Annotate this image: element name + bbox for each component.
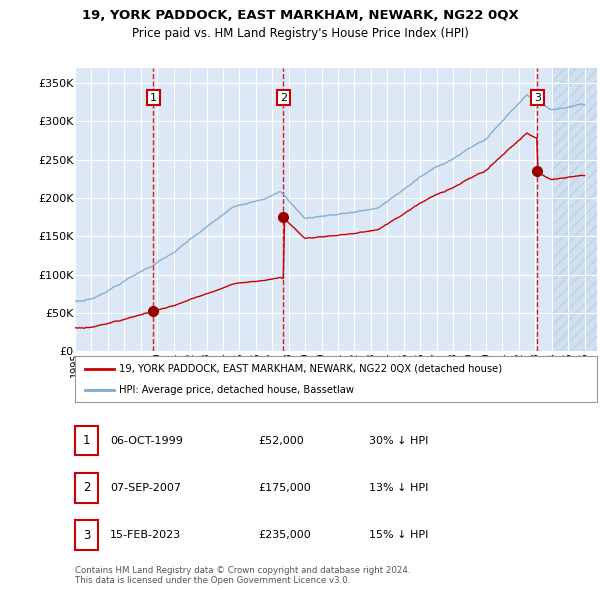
Text: 07-SEP-2007: 07-SEP-2007 <box>110 483 181 493</box>
Text: 06-OCT-1999: 06-OCT-1999 <box>110 436 182 445</box>
Text: 30% ↓ HPI: 30% ↓ HPI <box>369 436 428 445</box>
Bar <box>552 68 597 351</box>
Text: 3: 3 <box>534 93 541 103</box>
Text: 15% ↓ HPI: 15% ↓ HPI <box>369 530 428 540</box>
Text: HPI: Average price, detached house, Bassetlaw: HPI: Average price, detached house, Bass… <box>119 385 355 395</box>
Bar <box>552 68 597 351</box>
Text: 2: 2 <box>83 481 90 494</box>
Text: 2: 2 <box>280 93 287 103</box>
Text: 1: 1 <box>83 434 90 447</box>
Text: Contains HM Land Registry data © Crown copyright and database right 2024.
This d: Contains HM Land Registry data © Crown c… <box>75 566 410 585</box>
Text: £235,000: £235,000 <box>258 530 311 540</box>
Text: 19, YORK PADDOCK, EAST MARKHAM, NEWARK, NG22 0QX: 19, YORK PADDOCK, EAST MARKHAM, NEWARK, … <box>82 9 518 22</box>
Text: 19, YORK PADDOCK, EAST MARKHAM, NEWARK, NG22 0QX (detached house): 19, YORK PADDOCK, EAST MARKHAM, NEWARK, … <box>119 364 502 374</box>
Text: 3: 3 <box>83 529 90 542</box>
Text: 13% ↓ HPI: 13% ↓ HPI <box>369 483 428 493</box>
Text: £52,000: £52,000 <box>258 436 304 445</box>
Text: 1: 1 <box>150 93 157 103</box>
Text: £175,000: £175,000 <box>258 483 311 493</box>
Text: Price paid vs. HM Land Registry's House Price Index (HPI): Price paid vs. HM Land Registry's House … <box>131 27 469 40</box>
Text: 15-FEB-2023: 15-FEB-2023 <box>110 530 181 540</box>
